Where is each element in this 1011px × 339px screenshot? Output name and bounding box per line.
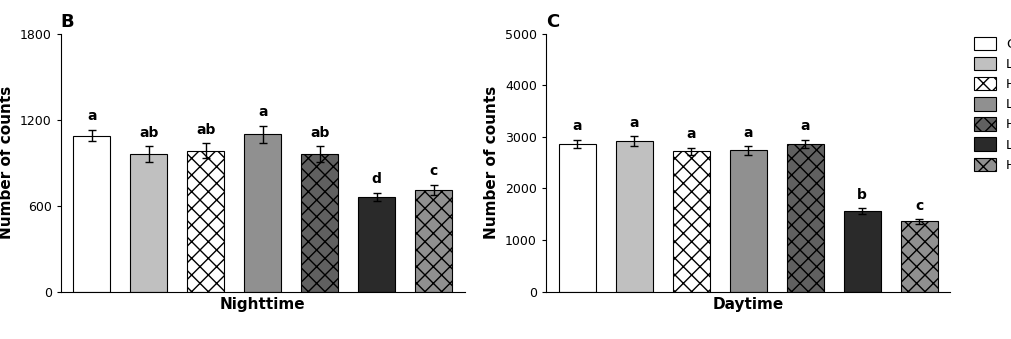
Bar [559, 144, 595, 292]
Text: ab: ab [310, 126, 330, 140]
Bar [787, 144, 824, 292]
Bar [245, 134, 281, 292]
Y-axis label: Number of counts: Number of counts [0, 86, 14, 239]
Bar [730, 151, 766, 292]
Text: c: c [430, 164, 438, 178]
Bar [672, 152, 710, 292]
Text: ab: ab [140, 126, 159, 140]
Bar [74, 136, 110, 292]
X-axis label: Nighttime: Nighttime [220, 297, 305, 312]
Text: c: c [915, 199, 923, 213]
Bar [843, 211, 881, 292]
Bar [187, 151, 224, 292]
X-axis label: Daytime: Daytime [713, 297, 784, 312]
Text: ab: ab [196, 123, 215, 137]
Text: B: B [61, 13, 74, 31]
Text: a: a [743, 125, 753, 140]
Bar [358, 197, 395, 292]
Text: a: a [258, 105, 268, 119]
Text: a: a [572, 119, 582, 133]
Bar [616, 141, 653, 292]
Text: a: a [686, 127, 696, 141]
Text: b: b [857, 188, 867, 202]
Bar [301, 154, 339, 292]
Text: a: a [801, 119, 810, 133]
Bar [901, 221, 937, 292]
Text: a: a [630, 116, 639, 130]
Bar [130, 154, 168, 292]
Text: C: C [546, 13, 559, 31]
Y-axis label: Number of counts: Number of counts [484, 86, 499, 239]
Bar [416, 190, 452, 292]
Legend: Control, L-root, H-root, L-leaf, H-leaf, L-seed, H-seed: Control, L-root, H-root, L-leaf, H-leaf,… [974, 35, 1011, 173]
Text: d: d [372, 172, 382, 186]
Text: a: a [87, 109, 97, 123]
